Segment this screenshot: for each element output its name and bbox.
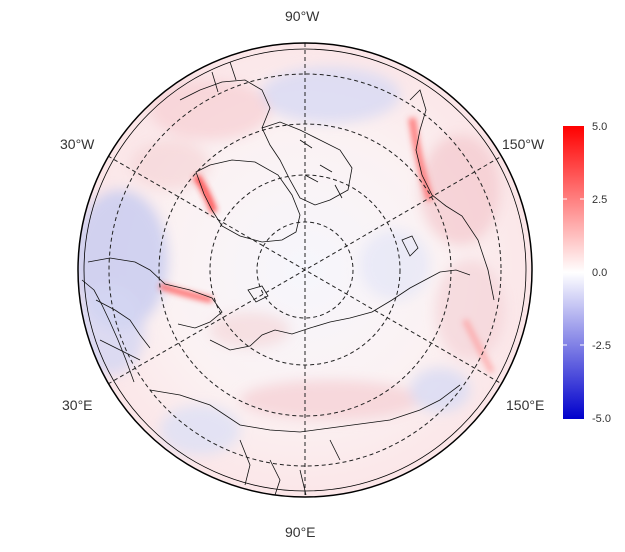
coastlines xyxy=(81,61,495,496)
inner-boundary xyxy=(83,48,527,492)
lon-label-upper-left: 30°W xyxy=(60,136,95,152)
colorbar-tick-max: 5.0 xyxy=(592,121,608,133)
anomaly-field xyxy=(78,43,532,497)
colorbar xyxy=(563,126,584,419)
lon-label-top: 90°W xyxy=(285,8,320,24)
colorbar-tick-zero: 0.0 xyxy=(592,267,608,279)
lon-label-upper-right: 150°W xyxy=(502,136,545,152)
graticule xyxy=(107,43,503,497)
colorbar-tick-min: -5.0 xyxy=(592,413,611,425)
colorbar-tick-2: 2.5 xyxy=(592,194,608,206)
colorbar-tick-4: -2.5 xyxy=(592,340,611,352)
lon-label-lower-left: 30°E xyxy=(62,397,93,413)
map-boundary xyxy=(77,42,533,498)
lon-label-bottom: 90°E xyxy=(285,524,316,540)
lon-label-lower-right: 150°E xyxy=(506,397,545,413)
